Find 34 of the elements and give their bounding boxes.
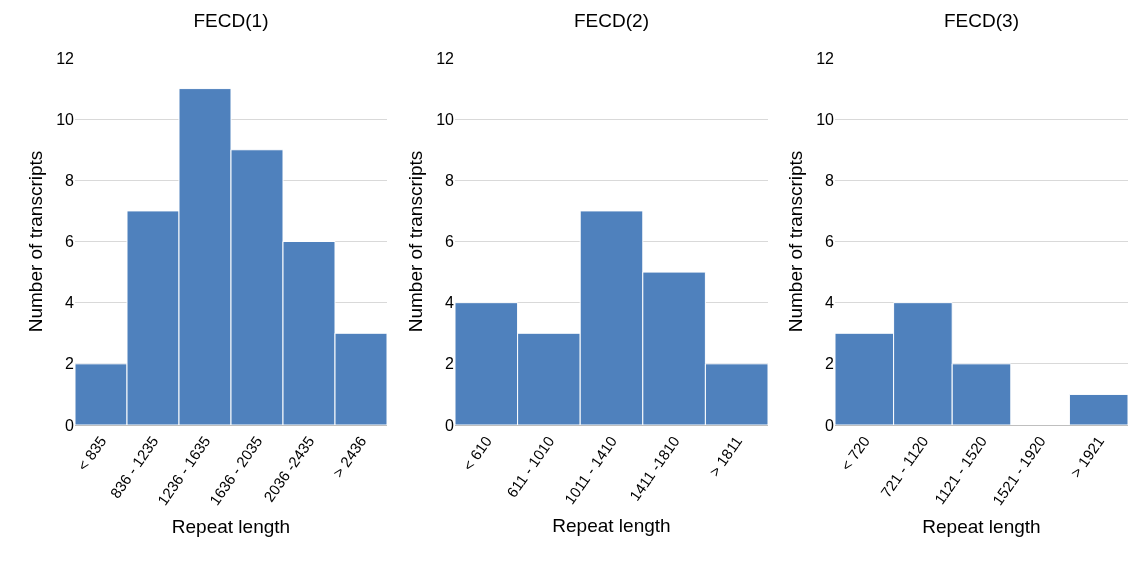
y-tick-label: 12	[56, 49, 75, 67]
y-tick-label: 2	[825, 355, 835, 373]
x-axis-title: Repeat length	[171, 515, 291, 537]
y-tick-label: 0	[825, 416, 835, 434]
chart-title: FECD(3)	[944, 9, 1019, 31]
y-tick-label: 10	[436, 110, 455, 128]
y-tick-label: 8	[825, 171, 835, 189]
y-tick-label: 0	[445, 416, 455, 434]
x-axis-title: Repeat length	[552, 515, 671, 537]
y-axis-title: Number of transcripts	[25, 150, 47, 333]
y-tick-label: 2	[65, 355, 75, 373]
bar	[1068, 393, 1128, 425]
chart-title: FECD(2)	[574, 9, 649, 31]
x-tick-label: < 610	[459, 432, 495, 474]
y-tick-label: 12	[816, 49, 835, 67]
x-tick-label: < 835	[73, 432, 110, 474]
y-tick-label: 2	[445, 355, 455, 373]
y-tick-label: 6	[65, 233, 75, 251]
y-tick-label: 0	[65, 416, 75, 434]
y-tick-label: 10	[56, 110, 75, 128]
y-tick-label: 8	[65, 171, 75, 189]
y-tick-label: 4	[445, 294, 455, 312]
y-tick-label: 4	[65, 294, 75, 312]
x-tick-label: < 720	[837, 432, 873, 474]
x-axis-title: Repeat length	[922, 515, 1041, 537]
y-tick-label: 6	[445, 233, 455, 251]
y-tick-label: 4	[825, 294, 835, 312]
y-tick-label: 12	[436, 49, 455, 67]
chart-title: FECD(1)	[193, 9, 269, 31]
y-tick-label: 6	[825, 233, 835, 251]
y-axis-title: Number of transcripts	[405, 150, 427, 333]
y-axis-title: Number of transcripts	[785, 150, 807, 333]
y-tick-label: 10	[816, 110, 835, 128]
y-tick-label: 8	[445, 171, 455, 189]
